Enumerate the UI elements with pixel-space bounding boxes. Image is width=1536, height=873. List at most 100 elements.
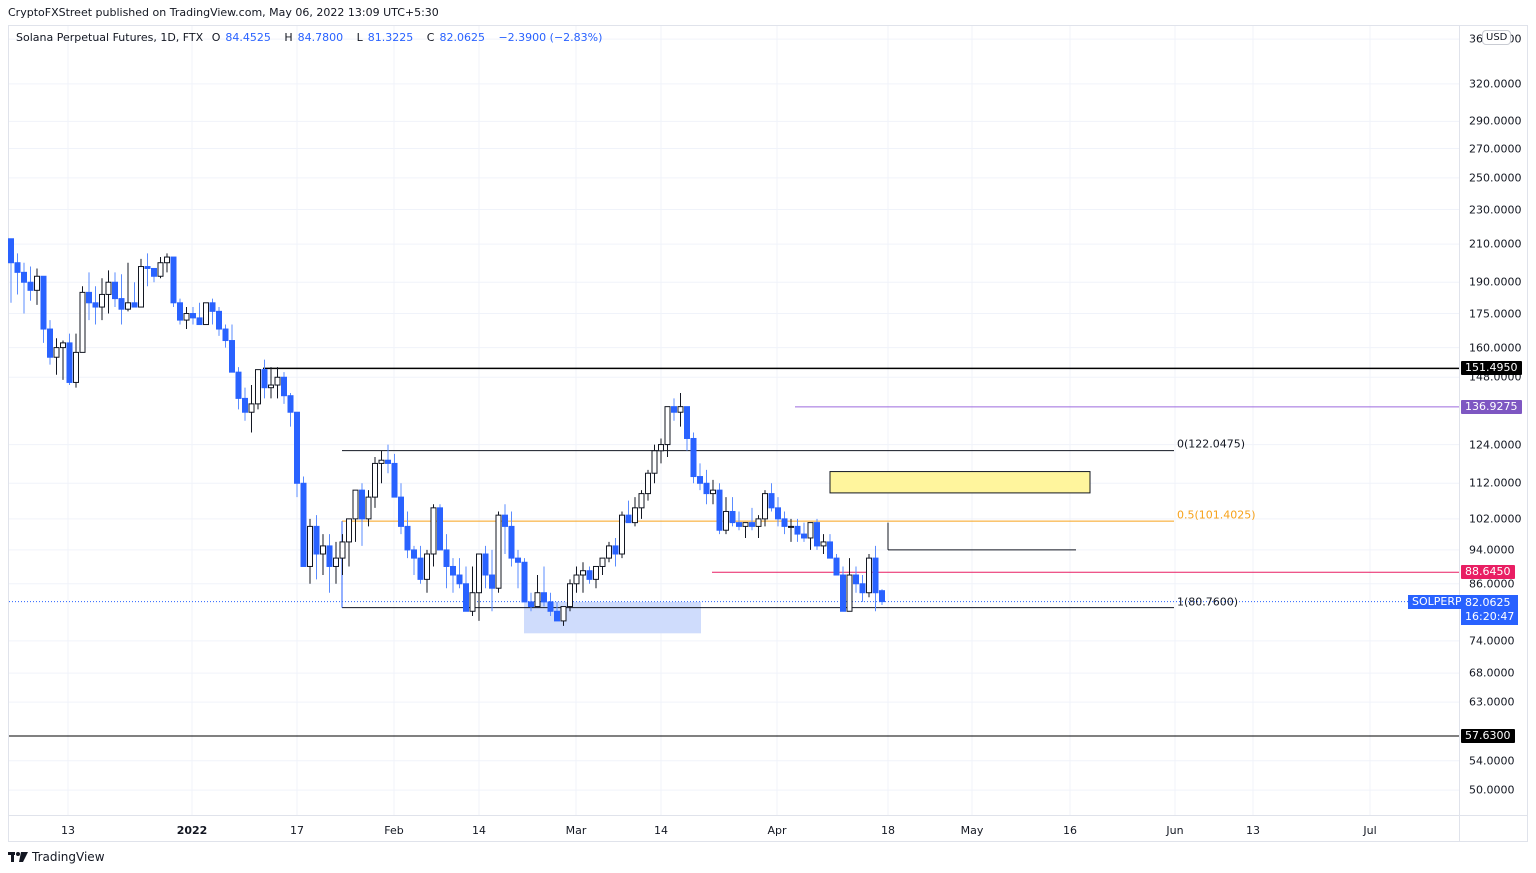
legend-close: C 82.0625 [426, 31, 485, 44]
candle-body [164, 256, 170, 264]
candle-body [229, 340, 235, 373]
time-tick: 13 [61, 824, 75, 837]
candle-body [820, 541, 827, 547]
symbol-title: Solana Perpetual Futures, 1D, FTX [16, 31, 204, 44]
candle-body [73, 351, 79, 383]
candle-body [27, 281, 34, 291]
currency-button[interactable]: USD [1482, 30, 1512, 45]
candle-body [333, 557, 339, 567]
candle-body [586, 570, 593, 580]
candle-body [606, 545, 612, 559]
candle-body [437, 507, 443, 551]
candle-body [235, 371, 242, 399]
candle-body [521, 561, 528, 603]
price-tick: 102.0000 [1469, 512, 1522, 526]
price-tick: 54.0000 [1469, 754, 1515, 768]
candle-body [47, 328, 53, 358]
tradingview-label: TradingView [32, 850, 105, 864]
candle-body [599, 557, 606, 567]
candle-body [658, 444, 664, 452]
candle-body [853, 574, 859, 585]
candle-body [430, 507, 437, 555]
time-axis-divider [8, 815, 1528, 816]
candle-body [625, 514, 632, 524]
price-tick: 320.0000 [1469, 77, 1522, 91]
fib-level-0-label: 0(122.0475) [1177, 437, 1246, 451]
candle-body [573, 574, 580, 585]
candle-body [40, 275, 47, 330]
candle-body [723, 510, 729, 531]
price-tick: 270.0000 [1469, 142, 1522, 156]
price-tick: 175.0000 [1469, 307, 1522, 320]
candle-body [359, 489, 365, 520]
price-level-label: 57.6300 [1461, 729, 1515, 744]
candle-body [99, 293, 105, 308]
candle-body [404, 525, 411, 551]
candle-body [482, 553, 489, 576]
candle-body [645, 472, 651, 495]
price-level-label: 88.6450 [1461, 565, 1515, 580]
candle-body [716, 489, 723, 531]
candle-body [502, 514, 508, 527]
candle-body [547, 601, 554, 612]
candle-body [833, 557, 840, 576]
candle-body [378, 459, 385, 464]
candle-body [66, 342, 73, 383]
candle-body [248, 403, 255, 413]
candle-body [664, 406, 671, 446]
candle-body [515, 557, 521, 563]
legend-open: O 84.4525 [211, 31, 271, 44]
candle-body [671, 406, 677, 413]
last-price-value: 82.0625 [1465, 596, 1511, 609]
supply-zone [829, 471, 1091, 494]
candle-body [866, 557, 872, 594]
price-tick: 160.0000 [1469, 341, 1522, 355]
candle-body [8, 238, 14, 264]
candle-body [34, 275, 40, 291]
candle-body [365, 496, 372, 520]
candle-body [21, 271, 27, 283]
candle-body [151, 267, 157, 277]
candle-body [749, 522, 755, 527]
candle-body [697, 476, 703, 484]
candle-body [391, 462, 398, 498]
time-tick: 18 [881, 824, 895, 837]
price-tick: 68.0000 [1469, 666, 1515, 680]
time-tick: Jun [1166, 824, 1184, 837]
tradingview-branding[interactable]: TradingView [8, 850, 105, 864]
price-level-label: 136.9275 [1461, 399, 1522, 414]
candle-body [619, 514, 625, 555]
candle-body [443, 549, 450, 567]
bar-countdown: 16:20:47 [1465, 610, 1515, 623]
candle-body [326, 545, 333, 567]
candle-body [560, 606, 567, 622]
candle-body [534, 592, 541, 608]
candle-body [476, 553, 482, 594]
fib-level-1-label: 1(80.7600) [1177, 595, 1239, 609]
candle-body [859, 583, 866, 594]
time-tick: 2022 [176, 824, 208, 837]
candle-body [118, 298, 125, 310]
price-level-label: 151.4950 [1461, 361, 1522, 376]
symbol-price-tag: SOLPERP [1408, 595, 1466, 609]
candle-body [203, 302, 209, 326]
candle-body [86, 291, 92, 304]
candle-body [580, 570, 586, 576]
price-tick: 86.0000 [1469, 577, 1515, 591]
candle-body [528, 601, 534, 608]
candle-body [703, 482, 710, 495]
price-tick: 94.0000 [1469, 543, 1515, 557]
candle-body [274, 376, 281, 386]
candle-body [788, 525, 794, 528]
candle-body [398, 496, 404, 527]
candle-body [508, 525, 515, 559]
candle-body [125, 302, 131, 310]
candle-body [456, 574, 463, 585]
candle-body [53, 347, 60, 358]
candle-body [183, 313, 190, 321]
candle-body [729, 510, 736, 524]
price-tick: 210.0000 [1469, 237, 1522, 251]
candle-body [372, 462, 378, 498]
candle-body [313, 525, 320, 555]
